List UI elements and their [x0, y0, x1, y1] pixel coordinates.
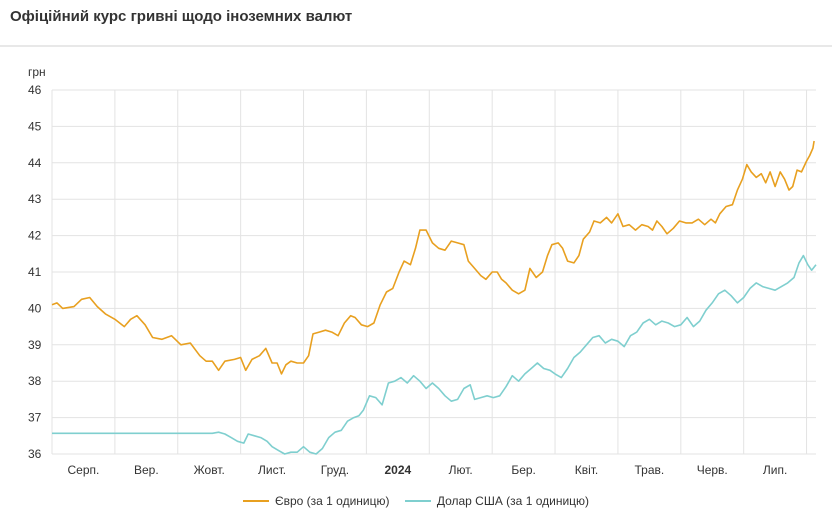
y-tick-label: 39 [28, 338, 42, 352]
x-tick-label: Трав. [635, 463, 665, 477]
y-tick-label: 44 [28, 156, 42, 170]
y-tick-label: 37 [28, 411, 42, 425]
legend-swatch-euro [242, 500, 269, 502]
x-tick-label: Квіт. [575, 463, 599, 477]
x-tick-label: Вер. [134, 463, 159, 477]
x-tick-label: Серп. [68, 463, 100, 477]
y-tick-label: 36 [28, 447, 42, 461]
x-tick-label: 2024 [384, 463, 411, 477]
x-tick-label: Бер. [511, 463, 536, 477]
y-tick-label: 40 [28, 301, 42, 315]
legend-label-euro: Євро (за 1 одиницю) [274, 494, 390, 508]
grid-layer [51, 89, 816, 455]
y-tick-label: 42 [28, 229, 42, 243]
x-tick-label: Черв. [697, 463, 728, 477]
y-tick-label: 43 [28, 192, 42, 206]
x-tick-label: Жовт. [194, 463, 225, 477]
y-axis-ticks: 36 37 38 39 40 41 42 43 44 45 46 [28, 83, 42, 461]
series-line-euro [51, 140, 815, 375]
x-axis-ticks: Серп. Вер. Жовт. Лист. Груд. 2024 Лют. Бер. Квіт… [68, 463, 788, 477]
chart-title: Офіційний курс гривні щодо іноземних вал… [10, 8, 353, 25]
line-chart: 36 37 38 39 40 41 42 43 44 45 46 Серп. Вер. Жовт. Лис… [28, 65, 817, 477]
series-line-usd [52, 254, 817, 455]
x-tick-label: Груд. [321, 463, 349, 477]
x-tick-label: Лип. [763, 463, 787, 477]
x-tick-label: Лист. [258, 463, 286, 477]
series-layer [51, 140, 817, 455]
legend-item-usd[interactable]: Долар США (за 1 одиницю) [404, 494, 590, 508]
legend-label-usd: Долар США (за 1 одиницю) [436, 494, 590, 508]
legend-swatch-usd [404, 500, 431, 502]
legend-item-euro[interactable]: Євро (за 1 одиницю) [242, 494, 390, 508]
x-tick-label: Лют. [449, 463, 473, 477]
y-axis-label: грн [28, 65, 46, 79]
y-tick-label: 45 [28, 119, 42, 133]
y-tick-label: 41 [28, 265, 42, 279]
y-tick-label: 46 [28, 83, 42, 97]
title-divider [0, 45, 832, 47]
y-tick-label: 38 [28, 374, 42, 388]
legend: Євро (за 1 одиницю) Долар США (за 1 один… [0, 491, 832, 508]
